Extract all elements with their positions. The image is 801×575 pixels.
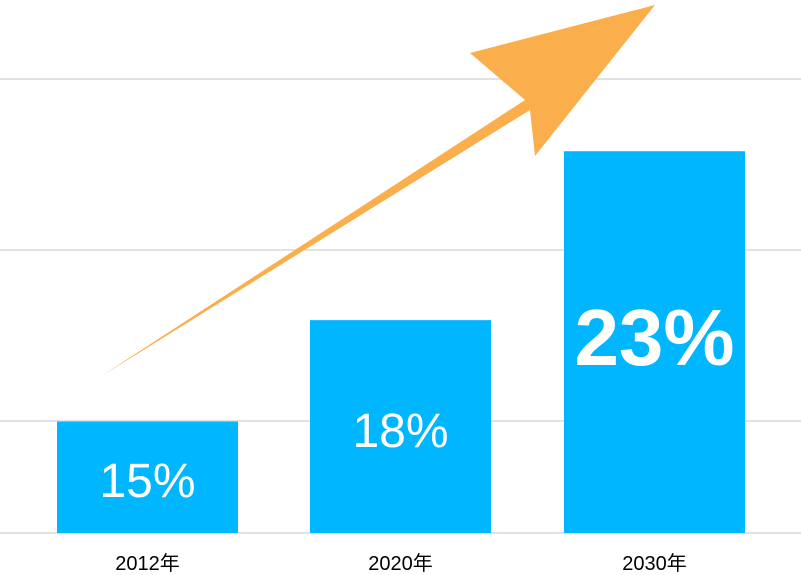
data-label-2020: 18%	[352, 405, 448, 458]
bar-2030	[564, 151, 745, 533]
trend-arrow-layer	[100, 5, 655, 377]
trend-arrow	[100, 5, 655, 377]
bars	[57, 151, 745, 533]
x-tick-label-2012: 2012年	[115, 552, 180, 575]
x-tick-label-2020: 2020年	[368, 552, 433, 575]
x-tick-label-2030: 2030年	[622, 552, 687, 575]
bar-2012	[57, 421, 238, 533]
bar-2020	[310, 320, 491, 533]
data-label-2030: 23%	[574, 293, 734, 382]
data-label-2012: 15%	[99, 455, 195, 508]
data-labels: 15% 18% 23%	[99, 293, 734, 508]
x-axis-ticks: 2012年 2020年 2030年	[115, 552, 687, 575]
